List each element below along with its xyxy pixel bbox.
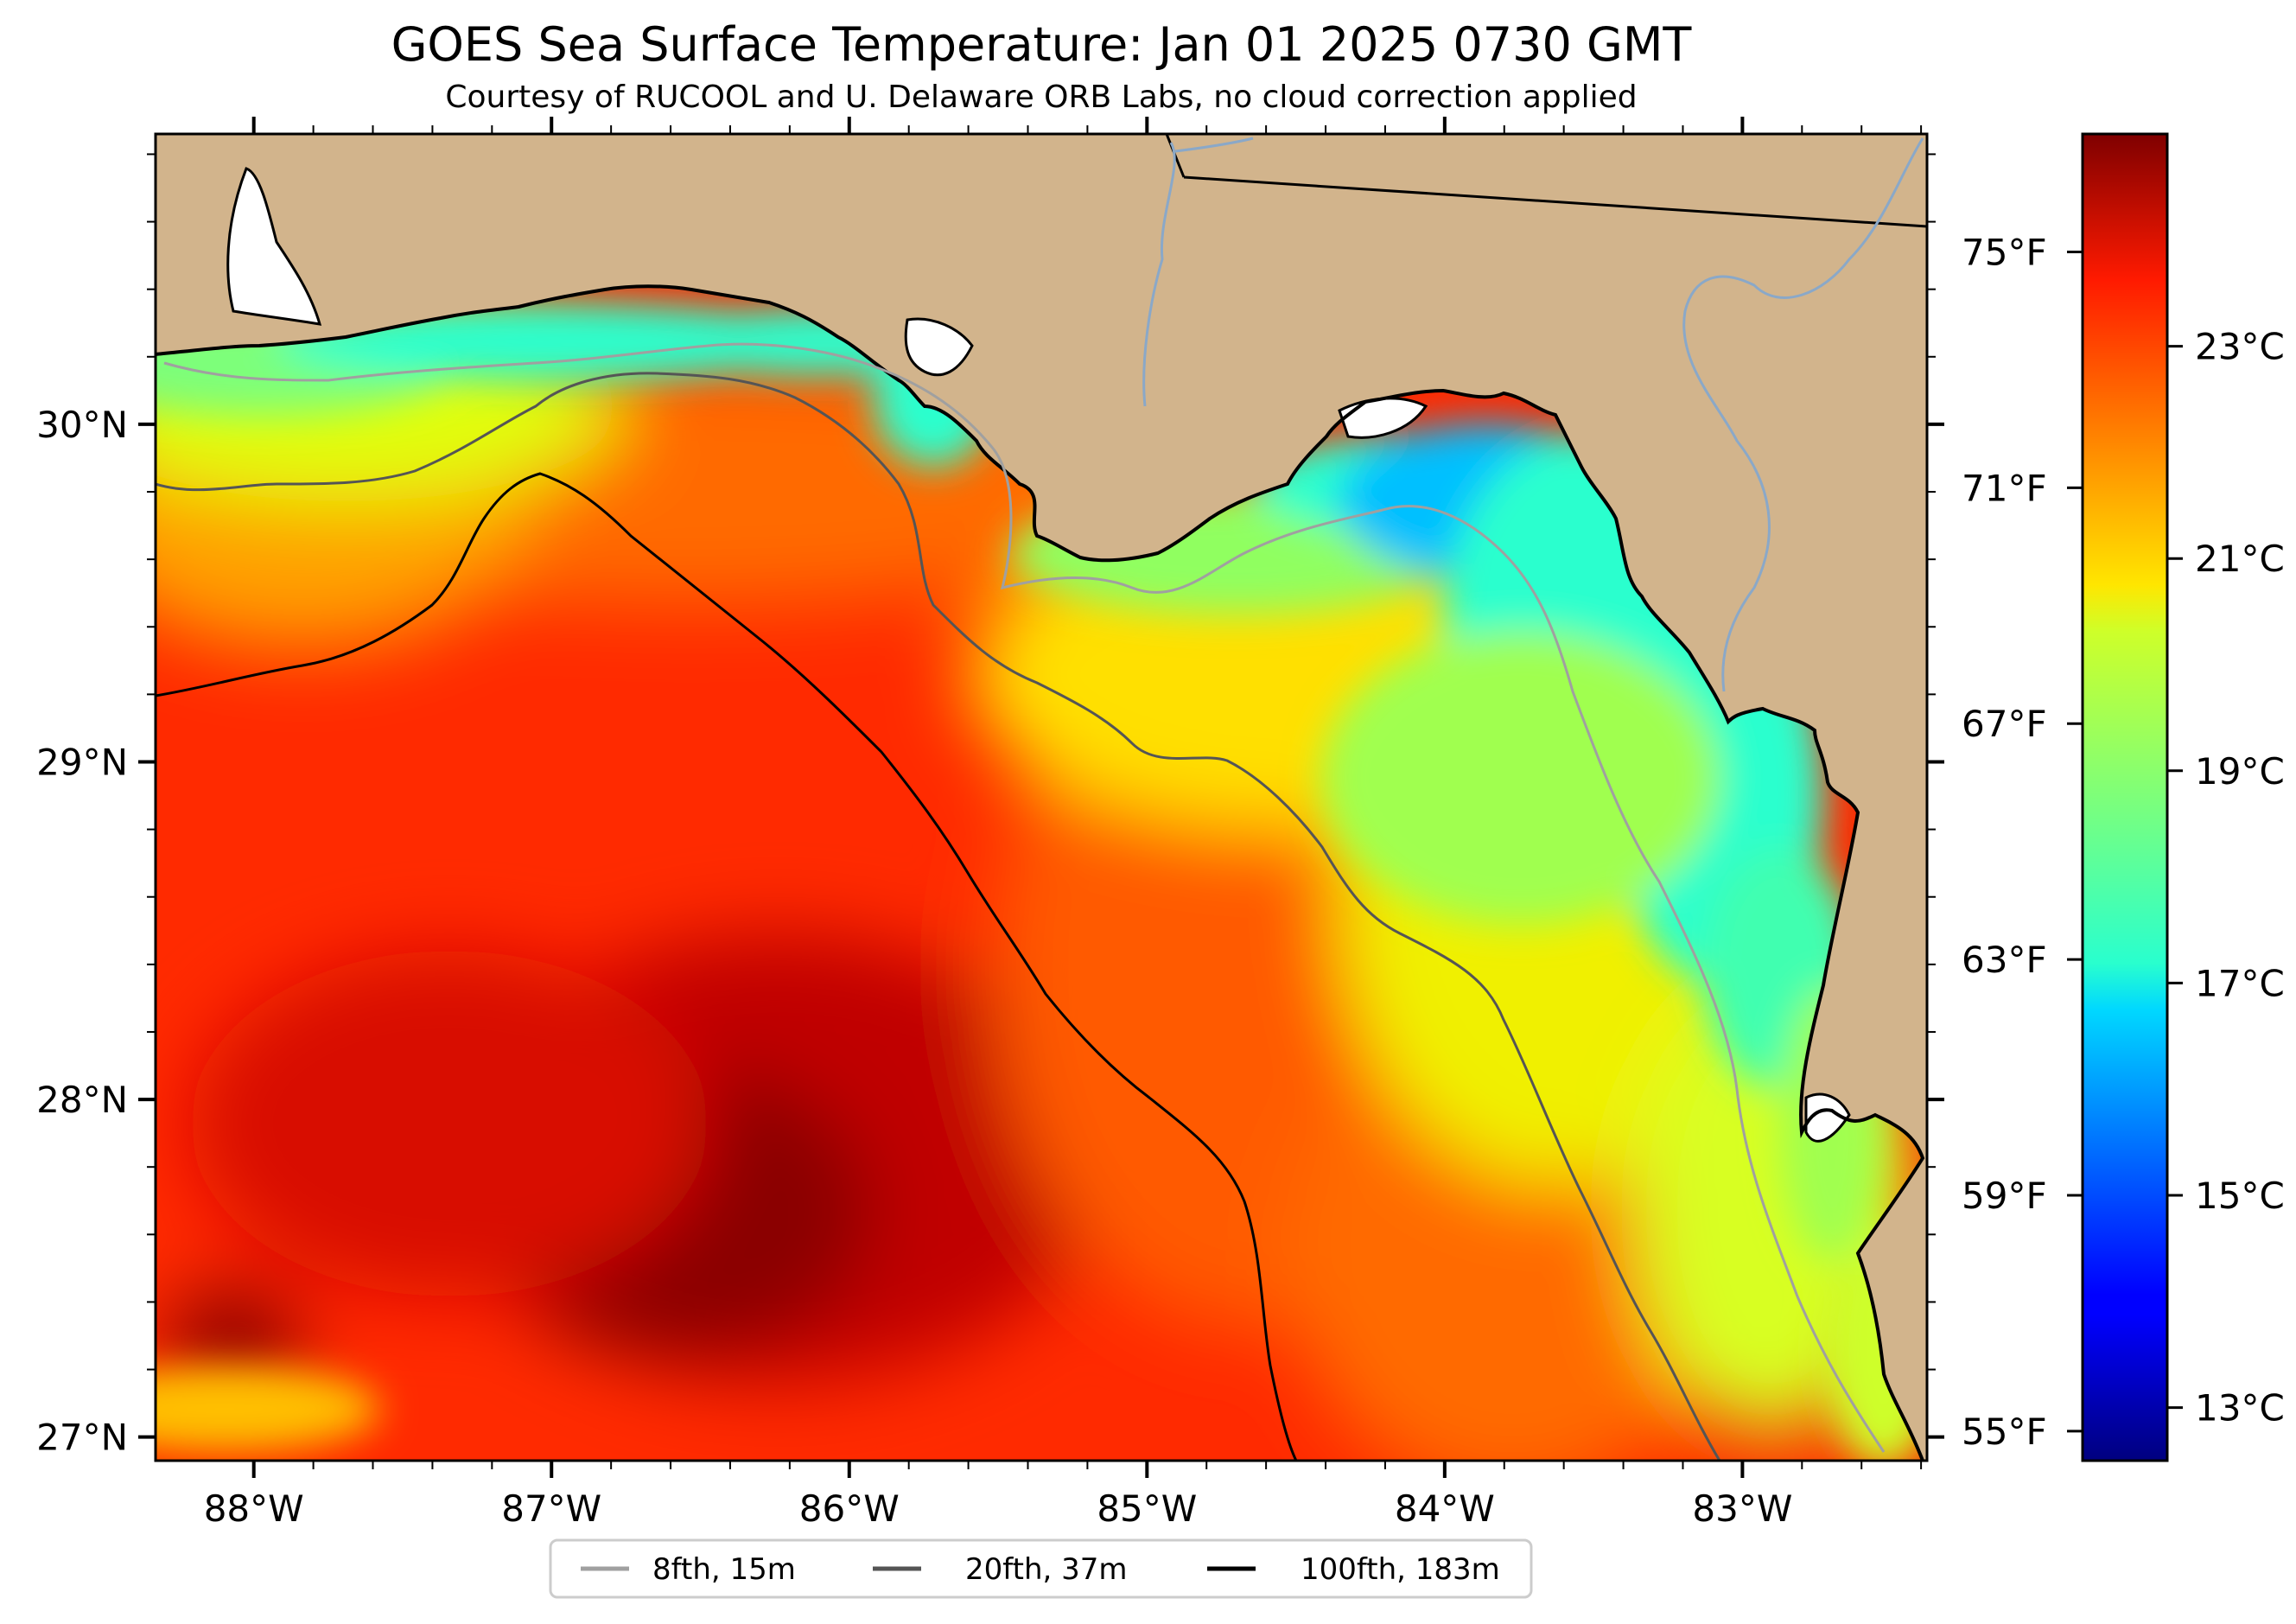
celsius-tick-label: 21°C — [2195, 538, 2285, 580]
legend-label-15m: 8fth, 15m — [652, 1552, 796, 1587]
nodata-coastal — [226, 167, 1851, 1143]
colorbar-ticks: 13°C 15°C 17°C 19°C 21°C 23°C 55°F 59°F 63°F 67°F… — [1962, 231, 2285, 1452]
isobath-legend: 8fth, 15m 20fth, 37m 100fth, 183m — [549, 1538, 1533, 1599]
map-frame — [154, 132, 1929, 1462]
lon-tick-label: 83°W — [1692, 1487, 1792, 1530]
lon-tick-label: 84°W — [1395, 1487, 1495, 1530]
map-title: GOES Sea Surface Temperature: Jan 01 202… — [391, 17, 1692, 72]
map-subtitle: Courtesy of RUCOOL and U. Delaware ORB L… — [445, 80, 1638, 115]
celsius-tick-label: 19°C — [2195, 750, 2285, 793]
isobath-37m — [156, 372, 1721, 1461]
map-axis-ticks: 88°W 87°W 86°W 85°W 84°W 83°W 30°N 29°N 28°N 27°N — [36, 117, 1944, 1530]
rivers — [1142, 137, 1924, 692]
lat-tick-label: 27°N — [36, 1417, 128, 1459]
fahrenheit-tick-label: 63°F — [1962, 939, 2047, 981]
fahrenheit-tick-label: 59°F — [1962, 1175, 2047, 1217]
lat-tick-label: 29°N — [36, 741, 128, 783]
fahrenheit-tick-label: 55°F — [1962, 1411, 2047, 1453]
lat-tick-label: 30°N — [36, 404, 128, 446]
isobaths — [156, 342, 1886, 1461]
lon-tick-label: 86°W — [799, 1487, 900, 1530]
fahrenheit-tick-label: 75°F — [1962, 231, 2047, 273]
fahrenheit-tick-label: 71°F — [1962, 467, 2047, 509]
legend-label-37m: 20fth, 37m — [965, 1552, 1128, 1587]
fahrenheit-tick-label: 67°F — [1962, 703, 2047, 745]
colorbar — [2081, 132, 2169, 1462]
lon-tick-label: 85°W — [1097, 1487, 1197, 1530]
lon-tick-label: 88°W — [204, 1487, 304, 1530]
legend-label-183m: 100fth, 183m — [1301, 1552, 1500, 1587]
land-mass — [156, 134, 1927, 1461]
isobath-15m — [163, 342, 1886, 1453]
celsius-tick-label: 13°C — [2195, 1387, 2285, 1430]
lon-tick-label: 87°W — [501, 1487, 601, 1530]
celsius-tick-label: 23°C — [2195, 326, 2285, 368]
celsius-tick-label: 17°C — [2195, 962, 2285, 1004]
isobath-183m — [156, 472, 1298, 1461]
celsius-tick-label: 15°C — [2195, 1175, 2285, 1217]
lat-tick-label: 28°N — [36, 1079, 128, 1121]
sst-field — [156, 134, 1927, 1461]
